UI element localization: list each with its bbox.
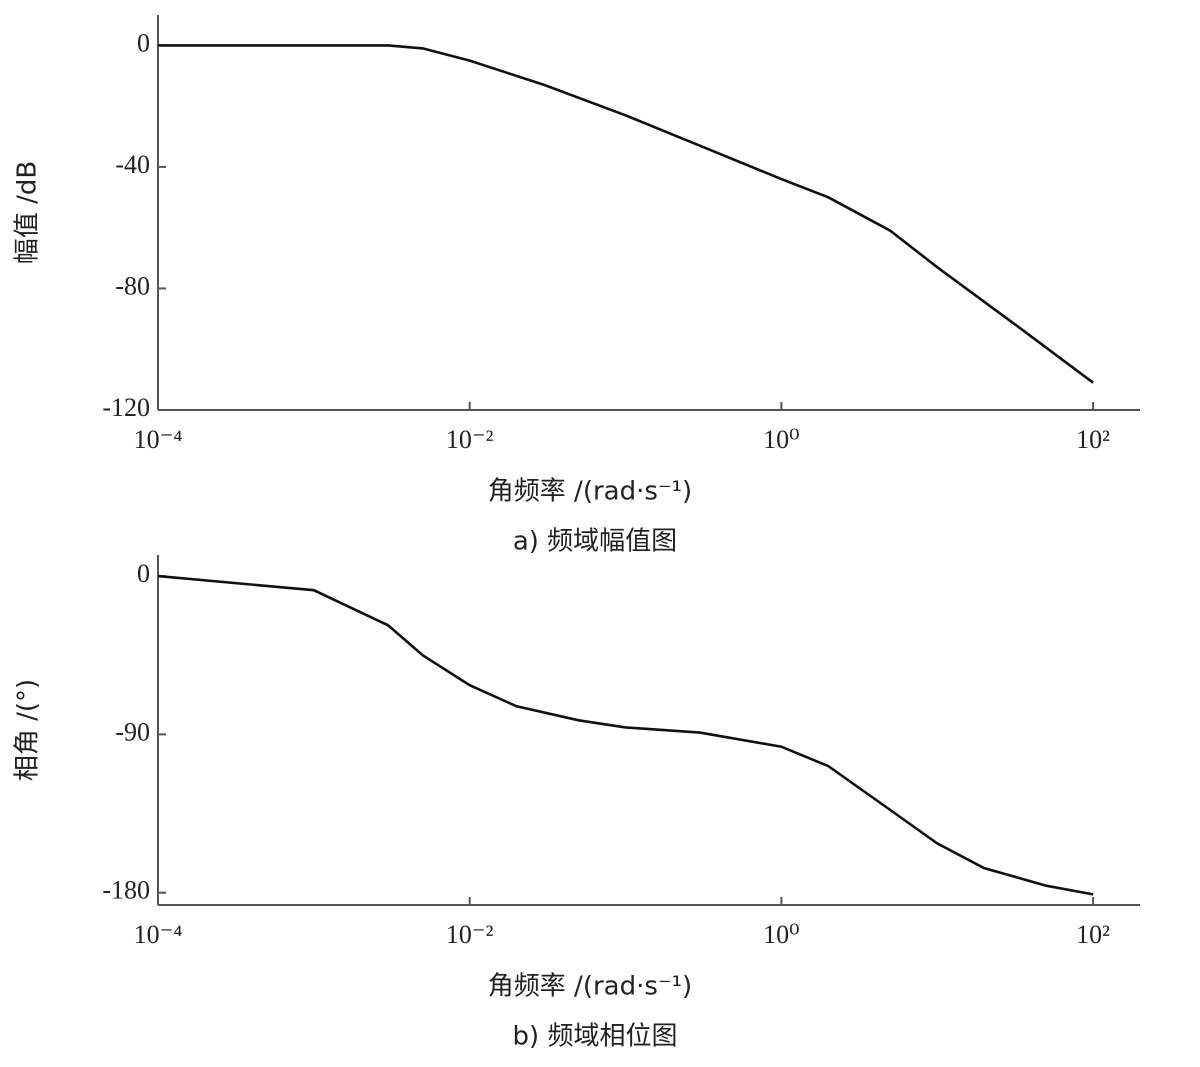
x-tick-label: 10⁻²	[446, 425, 494, 454]
y-axis-label: 幅值 /dB	[13, 161, 43, 264]
data-line	[157, 574, 1094, 896]
x-axis-label: 角频率 /(rad·s⁻¹)	[488, 477, 692, 507]
x-tick-label: 10²	[1076, 425, 1110, 454]
x-tick-label: 10⁰	[763, 920, 799, 949]
data-line	[158, 44, 1094, 384]
x-axis-label: 角频率 /(rad·s⁻¹)	[488, 972, 692, 1002]
y-tick-label: 0	[137, 559, 150, 588]
caption: b) 频域相位图	[513, 1022, 678, 1052]
x-tick-label: 10²	[1076, 920, 1110, 949]
y-tick-label: -40	[115, 150, 150, 179]
x-tick-label: 10⁻⁴	[134, 920, 183, 949]
x-tick-label: 10⁰	[763, 425, 799, 454]
y-tick-label: -180	[102, 876, 150, 905]
caption: a) 频域幅值图	[513, 527, 677, 557]
y-tick-label: -80	[115, 271, 150, 300]
y-tick-label: -90	[115, 717, 150, 746]
x-tick-label: 10⁻⁴	[134, 425, 183, 454]
x-tick-label: 10⁻²	[446, 920, 494, 949]
y-tick-label: -120	[102, 393, 150, 422]
y-tick-label: 0	[137, 28, 150, 57]
y-axis-label: 相角 /(°)	[13, 679, 43, 781]
